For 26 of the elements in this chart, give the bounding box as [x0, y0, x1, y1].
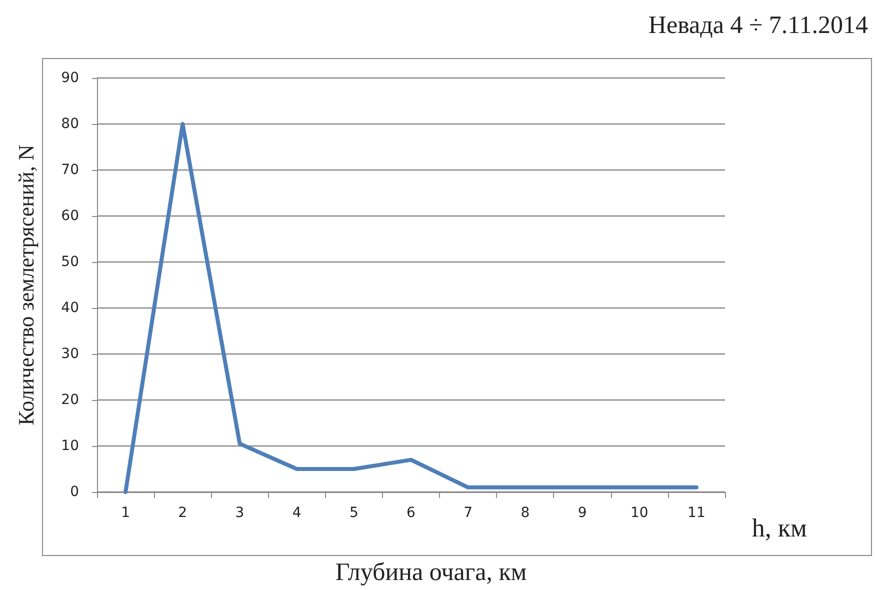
y-tick-label: 90: [61, 70, 79, 86]
y-tick-label: 20: [61, 392, 79, 408]
x-tick-label: 1: [121, 505, 130, 521]
x-tick-label: 5: [349, 505, 358, 521]
y-axis-title: Количество землетрясений, N: [14, 144, 38, 426]
y-tick-label: 50: [61, 254, 79, 270]
line-series: [124, 122, 698, 494]
x-tick-label: 10: [630, 505, 648, 521]
chart-title: Невада 4 ÷ 7.11.2014: [648, 12, 868, 39]
x-tick-label: 11: [688, 505, 706, 521]
y-tick-label: 80: [61, 116, 79, 132]
x-tick-label: 6: [406, 505, 416, 521]
y-tick-label: 10: [61, 438, 79, 454]
x-tick-label: 7: [464, 505, 473, 521]
x-tick-label: 3: [235, 505, 244, 521]
y-tick-label: 60: [61, 208, 79, 224]
x-tick-label: 9: [578, 505, 587, 521]
y-tick-label: 40: [61, 300, 79, 316]
x-axis-title: Глубина очага, км: [335, 559, 527, 586]
x-tick-label: 4: [292, 505, 302, 521]
y-tick-label: 70: [61, 162, 79, 178]
text: h, км: [752, 514, 808, 542]
x-tick-label: 2: [178, 505, 188, 521]
y-tick-label: 30: [61, 346, 79, 362]
y-tick-label: 0: [70, 484, 79, 500]
x-tick-label: 8: [520, 505, 530, 521]
